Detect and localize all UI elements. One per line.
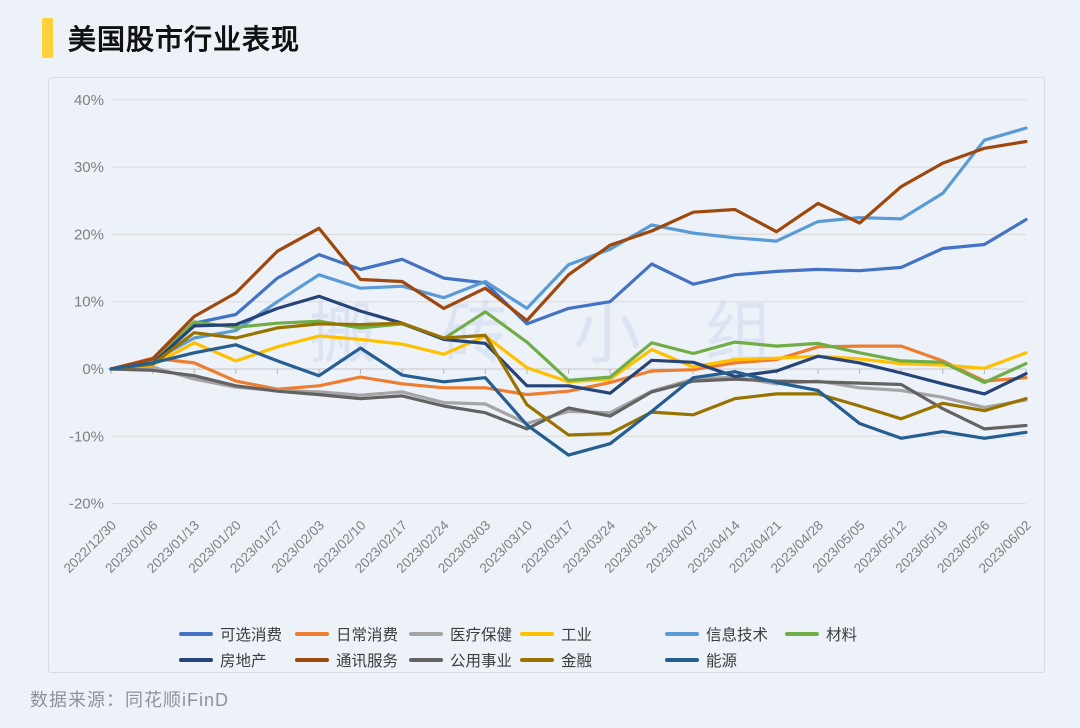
legend-item-材料: 材料 <box>785 624 857 644</box>
y-axis-tick-label: 10% <box>74 294 104 311</box>
y-axis-tick-label: -10% <box>69 428 104 445</box>
legend-label: 房地产 <box>220 653 267 670</box>
data-source-note: 数据来源：同花顺iFinD <box>30 690 230 710</box>
page-title: 美国股市行业表现 <box>68 24 301 55</box>
legend-label: 信息技术 <box>706 627 769 644</box>
legend-label: 能源 <box>706 653 738 670</box>
legend-swatch <box>295 631 329 637</box>
legend-item-日常消费: 日常消费 <box>295 624 398 644</box>
series-line-公用事业 <box>109 367 1028 431</box>
legend-label: 工业 <box>561 627 593 644</box>
legend-swatch <box>520 631 554 637</box>
legend-label: 医疗保健 <box>450 627 513 644</box>
legend-swatch <box>785 631 819 637</box>
legend-item-信息技术: 信息技术 <box>665 624 768 644</box>
legend-swatch <box>665 631 699 637</box>
legend-item-通讯服务: 通讯服务 <box>295 650 398 670</box>
legend-label: 材料 <box>826 627 858 644</box>
series-line-房地产 <box>109 294 1028 396</box>
legend-label: 公用事业 <box>450 653 513 670</box>
legend-item-工业: 工业 <box>520 624 592 644</box>
chart-legend: 可选消费 日常消费 医疗保健 工业 信息技术 材料房地产 通讯服务 公用事业 金融 能源 <box>49 78 1044 672</box>
y-axis-tick-label: 20% <box>74 226 104 243</box>
line-chart-canvas: 40%30%20%10%0%-10%-20%2022/12/302023/01/… <box>61 92 1034 576</box>
legend-item-公用事业: 公用事业 <box>409 650 512 670</box>
series-line-能源 <box>109 343 1028 457</box>
legend-swatch <box>665 657 699 663</box>
legend-label: 通讯服务 <box>336 653 399 670</box>
series-line-金融 <box>109 321 1028 437</box>
series-line-可选消费 <box>109 218 1028 371</box>
y-axis-tick-label: 0% <box>82 361 104 378</box>
chart-panel: 搬砖小组 40% 30% 20% 10% 0% -10% -20% 2022/12/30 202… <box>48 77 1045 673</box>
legend-swatch <box>409 631 443 637</box>
legend-swatch <box>520 657 554 663</box>
legend-swatch <box>295 657 329 663</box>
legend-label: 日常消费 <box>336 627 399 644</box>
page-header: 美国股市行业表现 <box>42 18 300 58</box>
series-line-材料 <box>109 310 1028 385</box>
legend-swatch <box>409 657 443 663</box>
legend-swatch <box>179 631 213 637</box>
legend-label: 可选消费 <box>220 627 283 644</box>
series-line-通讯服务 <box>109 139 1028 371</box>
y-axis-tick-label: 40% <box>74 92 104 109</box>
legend-swatch <box>179 657 213 663</box>
y-axis-tick-label: -20% <box>69 496 104 513</box>
y-axis-tick-label: 30% <box>74 159 104 176</box>
legend-item-金融: 金融 <box>520 650 592 670</box>
title-accent-bar <box>42 18 53 58</box>
legend-item-可选消费: 可选消费 <box>179 624 282 644</box>
legend-item-房地产: 房地产 <box>179 650 267 670</box>
series-line-信息技术 <box>109 126 1028 371</box>
legend-label: 金融 <box>561 653 593 670</box>
legend-item-能源: 能源 <box>665 650 737 670</box>
series-line-日常消费 <box>109 344 1028 397</box>
legend-item-医疗保健: 医疗保健 <box>409 624 512 644</box>
